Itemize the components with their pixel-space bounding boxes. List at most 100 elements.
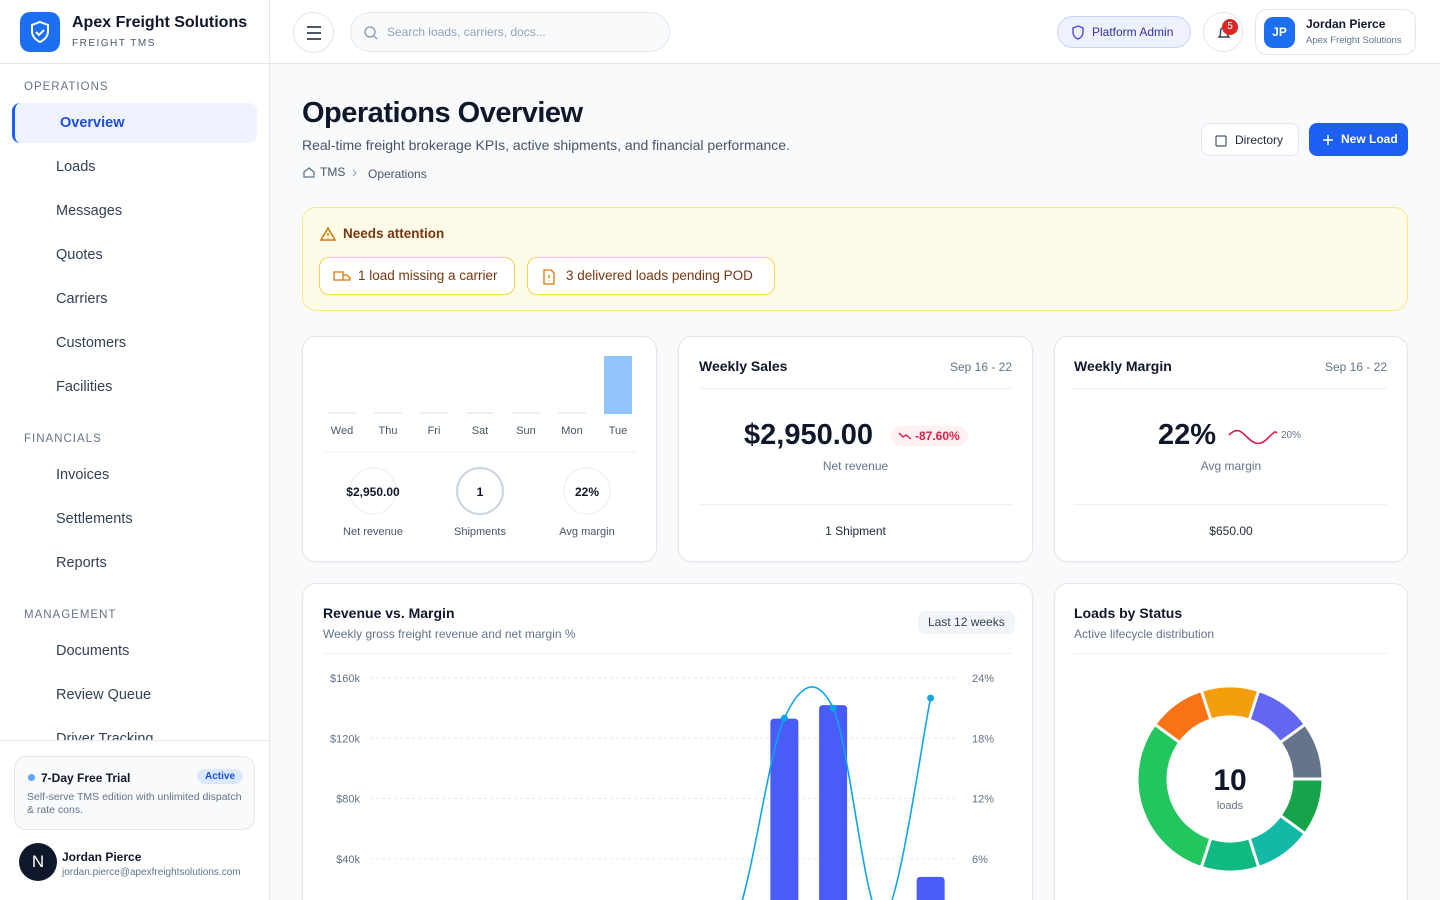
- range-badge[interactable]: Last 12 weeks: [918, 611, 1015, 634]
- nav-item[interactable]: Driver Tracking: [12, 719, 257, 741]
- kpi-value: $2,950.00: [744, 419, 874, 451]
- brand-logo: [20, 12, 60, 52]
- user-name: Jordan Pierce: [1306, 17, 1386, 31]
- card-title: Revenue vs. Margin: [323, 605, 455, 621]
- bar-placeholder: [466, 412, 494, 414]
- page-title: Operations Overview: [302, 97, 583, 129]
- y-tick-label: $120k: [330, 733, 360, 745]
- user-menu[interactable]: JP Jordan Pierce Apex Freight Solutions: [1255, 9, 1416, 55]
- change-badge: -87.60%: [891, 426, 968, 446]
- divider: [1074, 653, 1387, 654]
- attention-panel: Needs attention 1 load missing a carrier…: [302, 207, 1408, 311]
- stat-ring: [456, 467, 504, 515]
- weekly-margin-card: Weekly Margin Sep 16 - 22 22% 20% Avg ma…: [1054, 336, 1408, 562]
- donut-segment: [1152, 688, 1213, 745]
- card-footer: $650.00: [1209, 524, 1253, 538]
- stat-value: 22%: [575, 485, 599, 499]
- trial-card: 7-Day Free Trial Active Self-serve TMS e…: [14, 756, 255, 830]
- card-subtitle: Active lifecycle distribution: [1074, 627, 1215, 641]
- nav-item[interactable]: Facilities: [12, 367, 257, 407]
- x-tick-label: Fri: [428, 425, 441, 437]
- search-placeholder: Search loads, carriers, docs...: [387, 25, 546, 39]
- bar: [604, 356, 632, 414]
- divider: [699, 504, 1012, 505]
- nav-item[interactable]: Messages: [12, 191, 257, 231]
- revenue-chart: $40k $80k $120k $160k 6% 12% 18% 24%: [330, 673, 994, 900]
- nav-section-title: MANAGEMENT: [24, 609, 117, 621]
- nav-item[interactable]: Loads: [12, 147, 257, 187]
- breadcrumb[interactable]: TMS: [320, 165, 346, 179]
- change-value: -87.60%: [915, 429, 960, 443]
- new-load-button[interactable]: New Load: [1309, 123, 1408, 156]
- card-title: Weekly Sales: [699, 358, 788, 374]
- x-tick-label: Sat: [472, 425, 489, 437]
- donut-total: 10: [1213, 764, 1246, 797]
- kpi-label: Net revenue: [822, 459, 889, 473]
- attention-item[interactable]: 1 load missing a carrier: [319, 257, 515, 295]
- stat-label: Net revenue: [343, 526, 403, 538]
- attention-item[interactable]: 3 delivered loads pending POD: [527, 257, 775, 295]
- x-tick-label: Wed: [331, 425, 353, 437]
- point: [829, 704, 837, 712]
- shield-icon: [1072, 25, 1084, 40]
- y2-tick-label: 12%: [972, 794, 994, 806]
- nav-item[interactable]: Invoices: [12, 455, 257, 495]
- nav-item[interactable]: Documents: [12, 631, 257, 671]
- point: [780, 714, 788, 722]
- directory-button[interactable]: Directory: [1201, 123, 1299, 156]
- trend-value: 20%: [1281, 430, 1302, 441]
- trial-dot: [28, 774, 35, 781]
- nav-item[interactable]: Carriers: [12, 279, 257, 319]
- nav-item[interactable]: Review Queue: [12, 675, 257, 715]
- nav-item[interactable]: Settlements: [12, 499, 257, 539]
- weekly-sales-card: Weekly Sales Sep 16 - 22 $2,950.00 -87.6…: [678, 336, 1033, 562]
- daily-chart: Wed Thu Fri Sat Sun Mon Tue $2,950.00 Net revenu…: [323, 356, 636, 538]
- stat-value: 1: [477, 485, 484, 499]
- x-tick-label: Sun: [516, 425, 536, 437]
- nav-label: Customers: [56, 335, 127, 351]
- donut-total-label: loads: [1217, 800, 1244, 812]
- nav-item[interactable]: Reports: [12, 543, 257, 583]
- bar-placeholder: [558, 412, 586, 414]
- attention-text: 1 load missing a carrier: [358, 268, 498, 283]
- role-label: Platform Admin: [1092, 25, 1174, 39]
- user-email: jordan.pierce@apexfreightsolutions.com: [62, 867, 241, 878]
- y2-tick-label: 18%: [972, 733, 994, 745]
- x-tick-label: Thu: [379, 425, 398, 437]
- status-chart: 10 loads: [1135, 684, 1325, 874]
- card-footer: 1 Shipment: [825, 524, 886, 538]
- plus-icon: [1323, 135, 1333, 145]
- divider: [699, 388, 1012, 389]
- trial-text: Self-serve TMS edition with unlimited di…: [27, 791, 242, 816]
- x-tick-label: Tue: [609, 425, 628, 437]
- nav-item[interactable]: Overview: [12, 103, 257, 143]
- divider: [0, 740, 269, 741]
- card-subtitle: Weekly gross freight revenue and net mar…: [323, 627, 576, 641]
- logo-icon: [31, 20, 49, 44]
- nav-label: Overview: [60, 115, 125, 131]
- nav-label: Review Queue: [56, 687, 152, 703]
- bar-placeholder: [374, 412, 402, 414]
- nav-item[interactable]: Customers: [12, 323, 257, 363]
- nav-label: Loads: [56, 159, 96, 175]
- page-subtitle: Real-time freight brokerage KPIs, active…: [302, 137, 790, 153]
- bar: [916, 876, 945, 900]
- bar-placeholder: [512, 412, 540, 414]
- revenue-card: Revenue vs. Margin Weekly gross freight …: [302, 583, 1033, 900]
- card-range: Sep 16 - 22: [1324, 360, 1387, 374]
- nav-section-title: FINANCIALS: [24, 433, 102, 445]
- user-avatar[interactable]: N: [19, 843, 57, 881]
- brand-tagline: FREIGHT TMS: [72, 38, 156, 49]
- bar-placeholder: [328, 412, 356, 414]
- y2-tick-label: 6%: [972, 854, 988, 866]
- y-tick-label: $40k: [336, 854, 360, 866]
- search-box[interactable]: Search loads, carriers, docs...: [350, 12, 670, 52]
- stat-label: Shipments: [454, 526, 506, 538]
- role-badge[interactable]: Platform Admin: [1057, 16, 1191, 48]
- bar: [819, 705, 848, 900]
- notifications-button[interactable]: 5: [1203, 12, 1243, 52]
- nav-item[interactable]: Quotes: [12, 235, 257, 275]
- card-title: Weekly Margin: [1074, 358, 1172, 374]
- menu-button[interactable]: [293, 12, 334, 53]
